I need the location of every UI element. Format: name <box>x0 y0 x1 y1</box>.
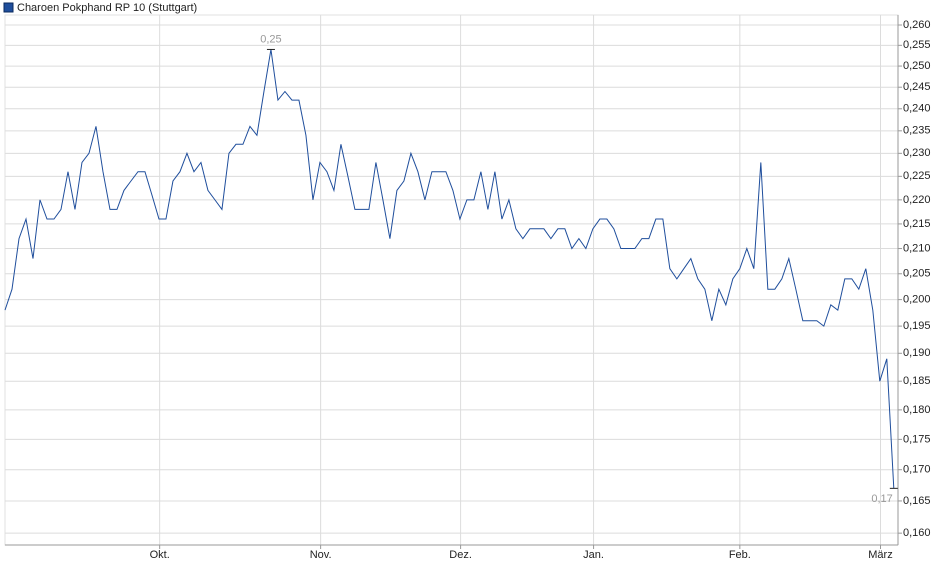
x-tick-label: Nov. <box>310 549 332 561</box>
y-tick-label: 0,215 <box>903 218 931 230</box>
y-tick-label: 0,190 <box>903 347 931 359</box>
last-label: 0,17 <box>871 493 892 505</box>
x-tick-label: Okt. <box>150 549 170 561</box>
y-tick-label: 0,200 <box>903 294 931 306</box>
y-tick-label: 0,260 <box>903 19 931 31</box>
y-tick-label: 0,160 <box>903 527 931 539</box>
y-tick-label: 0,180 <box>903 404 931 416</box>
x-tick-label: März <box>868 549 892 561</box>
y-tick-label: 0,170 <box>903 464 931 476</box>
max-label: 0,25 <box>260 33 281 45</box>
y-tick-label: 0,210 <box>903 242 931 254</box>
x-tick-label: Jan. <box>583 549 604 561</box>
y-tick-label: 0,240 <box>903 103 931 115</box>
x-tick-label: Feb. <box>729 549 751 561</box>
y-tick-label: 0,250 <box>903 60 931 72</box>
y-tick-label: 0,255 <box>903 39 931 51</box>
y-tick-label: 0,230 <box>903 147 931 159</box>
plot-area <box>4 14 899 546</box>
y-tick-label: 0,185 <box>903 375 931 387</box>
price-line <box>4 49 895 489</box>
y-tick-label: 0,165 <box>903 495 931 507</box>
y-tick-label: 0,195 <box>903 320 931 332</box>
y-tick-label: 0,205 <box>903 268 931 280</box>
y-tick-label: 0,220 <box>903 194 931 206</box>
y-tick-label: 0,175 <box>903 433 931 445</box>
legend-label: Charoen Pokphand RP 10 (Stuttgart) <box>17 2 197 14</box>
x-tick-label: Dez. <box>449 549 472 561</box>
y-tick-label: 0,245 <box>903 81 931 93</box>
y-tick-label: 0,235 <box>903 125 931 137</box>
y-tick-label: 0,225 <box>903 170 931 182</box>
legend-swatch <box>3 2 14 13</box>
